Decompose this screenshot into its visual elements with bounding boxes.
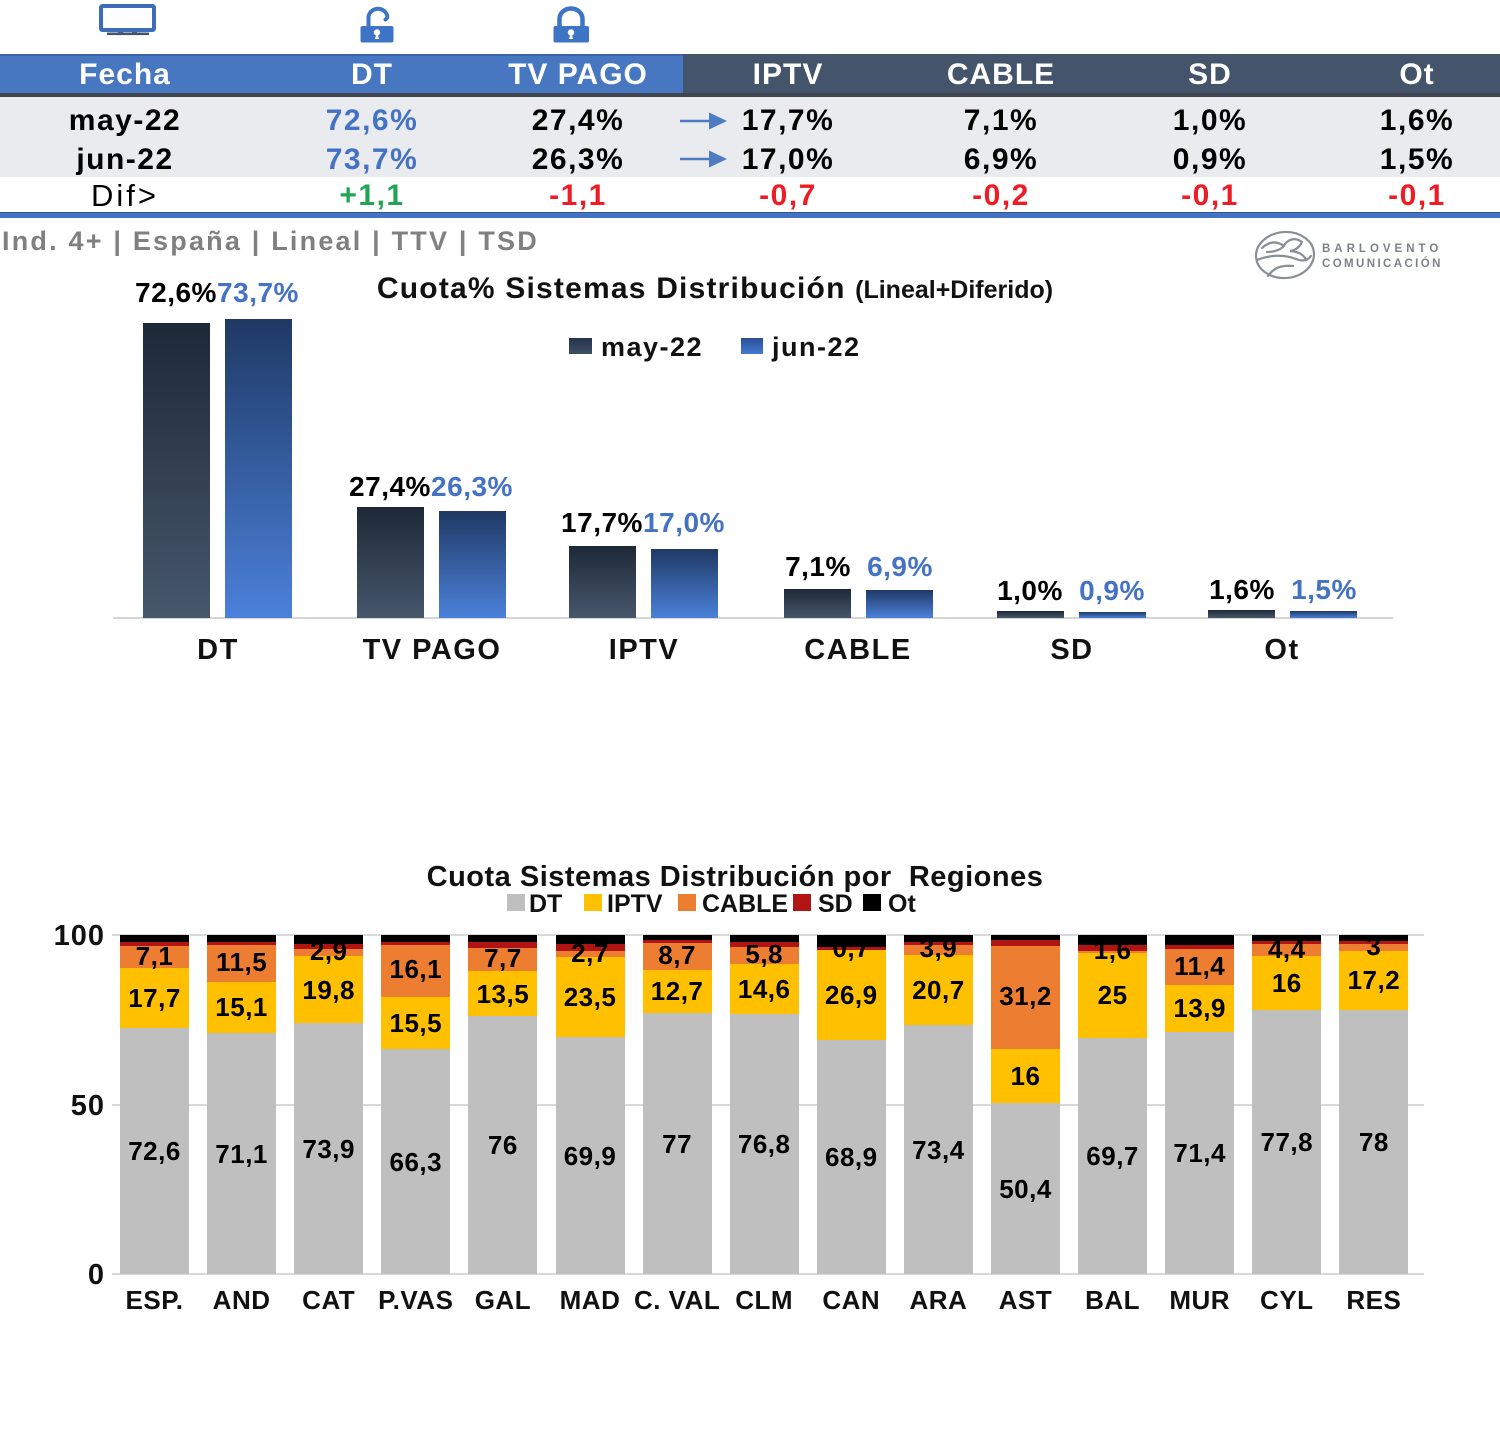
svg-text:COMUNICACIÓN: COMUNICACIÓN [1322, 257, 1443, 270]
svg-text:BARLOVENTO: BARLOVENTO [1322, 243, 1442, 255]
